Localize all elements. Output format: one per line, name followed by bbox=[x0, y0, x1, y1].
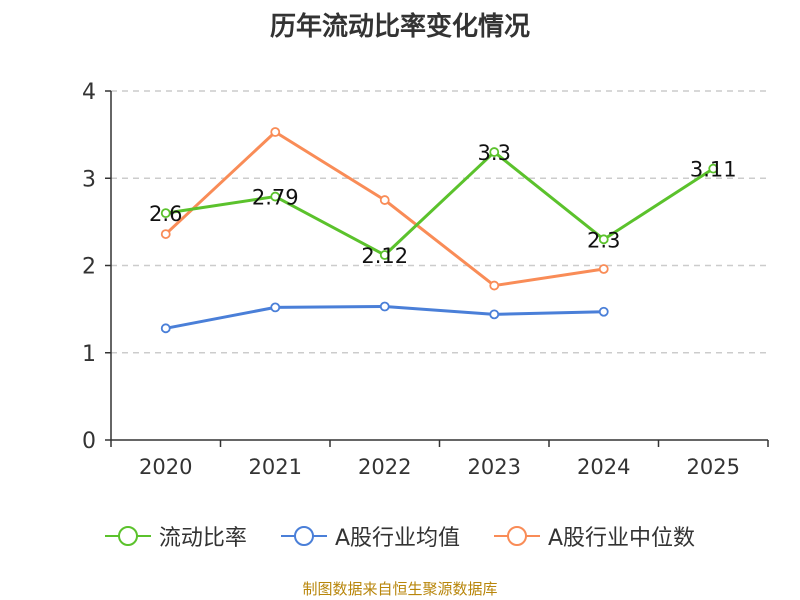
y-tick-label: 4 bbox=[82, 80, 96, 105]
data-point bbox=[489, 147, 500, 157]
legend-item-industry-mean[interactable]: A股行业均值 bbox=[280, 520, 460, 552]
x-tick-label: 2022 bbox=[358, 455, 411, 479]
x-tick-label: 2021 bbox=[249, 455, 302, 479]
legend-marker-icon bbox=[494, 526, 540, 546]
x-tick-label: 2023 bbox=[468, 455, 521, 479]
legend-marker-icon bbox=[280, 526, 327, 546]
data-point bbox=[708, 163, 719, 174]
y-tick-label: 0 bbox=[82, 429, 96, 454]
data-point bbox=[160, 323, 171, 334]
data-point bbox=[379, 195, 390, 205]
data-point bbox=[270, 302, 281, 313]
data-label: 3.11 bbox=[690, 158, 737, 182]
legend-label: 流动比率 bbox=[158, 526, 247, 551]
data-point bbox=[160, 229, 171, 239]
axes: 0 1 2 3 4 2020 2021 2022 2023 2024 2025 bbox=[82, 80, 769, 479]
data-point bbox=[598, 234, 609, 245]
x-tick-label: 2024 bbox=[577, 455, 630, 479]
data-label: 2.3 bbox=[587, 228, 620, 252]
data-point bbox=[489, 309, 500, 320]
source-note: 制图数据来自恒生聚源数据库 bbox=[302, 580, 498, 598]
data-point bbox=[379, 301, 390, 312]
data-point bbox=[160, 208, 171, 219]
legend: 流动比率 A股行业均值 A股行业中位数 bbox=[0, 520, 800, 552]
x-tick-label: 2025 bbox=[687, 455, 740, 479]
series-lines bbox=[160, 127, 719, 334]
data-labels: 2.6 2.79 2.12 3.3 2.3 3.11 bbox=[149, 141, 737, 268]
data-point bbox=[379, 250, 390, 260]
legend-item-industry-median[interactable]: A股行业中位数 bbox=[494, 520, 695, 552]
data-point bbox=[270, 127, 281, 137]
data-point bbox=[598, 306, 609, 317]
legend-label: A股行业均值 bbox=[334, 526, 460, 551]
data-label: 2.6 bbox=[149, 202, 182, 226]
y-tick-label: 2 bbox=[82, 255, 96, 280]
legend-marker-icon bbox=[104, 526, 151, 546]
data-point bbox=[270, 191, 281, 202]
series-line bbox=[165, 150, 715, 257]
chart-title: 历年流动比率变化情况 bbox=[269, 12, 530, 42]
data-point bbox=[489, 280, 500, 291]
grid-lines bbox=[111, 90, 768, 354]
legend-label: A股行业中位数 bbox=[548, 526, 696, 551]
data-label: 3.3 bbox=[478, 141, 511, 165]
data-point bbox=[598, 264, 609, 274]
y-tick-label: 1 bbox=[82, 342, 96, 367]
x-tick-label: 2020 bbox=[139, 455, 192, 479]
data-label: 2.79 bbox=[252, 186, 299, 210]
data-label: 2.12 bbox=[361, 244, 408, 268]
legend-item-current-ratio[interactable]: 流动比率 bbox=[104, 520, 247, 552]
y-tick-label: 3 bbox=[82, 167, 96, 192]
